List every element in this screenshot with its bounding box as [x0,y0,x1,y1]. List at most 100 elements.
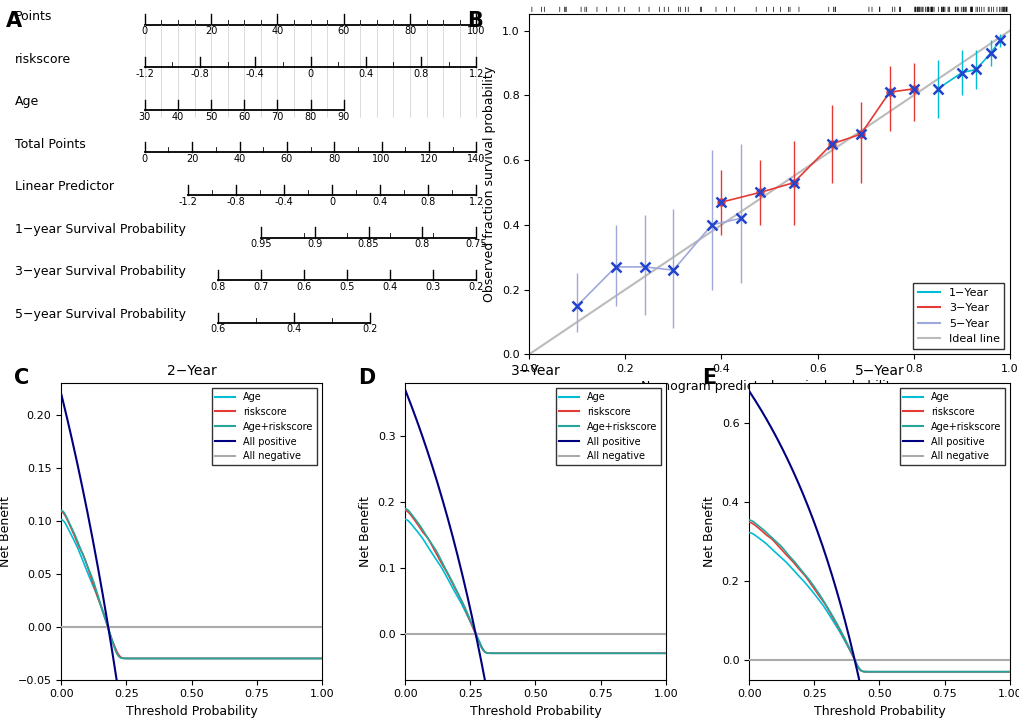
Age [399,515,412,524]
Text: 0: 0 [142,154,148,164]
Text: E: E [702,368,715,388]
Line: riskscore: riskscore [749,523,1009,672]
Text: 50: 50 [205,111,217,121]
riskscore [916,667,928,676]
Text: 0.3: 0.3 [425,282,440,292]
Text: 20: 20 [185,154,198,164]
Age [916,667,928,676]
Age+riskscore [229,654,242,663]
Age+riskscore [517,649,529,658]
Age [488,649,500,658]
riskscore [123,654,136,663]
riskscore [173,654,185,663]
riskscore [399,506,412,515]
Text: 140: 140 [467,154,485,164]
Age+riskscore [938,667,951,676]
All positive [743,387,755,395]
Age+riskscore [658,649,671,658]
riskscore [55,508,67,516]
All positive [916,715,928,723]
Legend: 1−Year, 3−Year, 5−Year, Ideal line: 1−Year, 3−Year, 5−Year, Ideal line [912,283,1004,348]
Text: 5−year Survival Probability: 5−year Survival Probability [15,308,185,321]
Age+riskscore [860,667,872,676]
Line: All positive: All positive [406,390,664,723]
All positive [55,390,67,399]
Text: Total Points: Total Points [15,137,86,150]
Text: 3−year Survival Probability: 3−year Survival Probability [15,265,185,278]
Text: Points: Points [15,10,52,23]
Line: riskscore: riskscore [406,510,664,654]
riskscore [896,667,908,676]
Line: Age: Age [749,533,1009,672]
Text: 0.75: 0.75 [465,239,487,249]
Text: 100: 100 [467,26,485,36]
Text: 0.2: 0.2 [468,282,484,292]
Text: D: D [358,368,375,388]
All positive [809,524,821,533]
Text: 60: 60 [280,154,292,164]
Age+riskscore [573,649,585,658]
X-axis label: Threshold Probability: Threshold Probability [125,705,257,718]
Text: -1.2: -1.2 [136,69,154,79]
Age [315,654,327,663]
Age+riskscore [173,654,185,663]
Text: 40: 40 [171,111,183,121]
Age [743,529,755,537]
riskscore [658,649,671,658]
Line: Age+riskscore: Age+riskscore [749,520,1009,672]
X-axis label: Threshold Probability: Threshold Probability [469,705,601,718]
Title: 3−Year: 3−Year [511,364,559,378]
Text: 0.4: 0.4 [372,197,387,207]
Text: 20: 20 [205,26,217,36]
Text: 40: 40 [271,26,283,36]
All positive [861,715,873,723]
Text: 0: 0 [142,26,148,36]
Age+riskscore [552,649,565,658]
All positive [896,715,908,723]
Age+riskscore [55,506,67,515]
All positive [938,715,951,723]
Line: Age+riskscore: Age+riskscore [406,509,664,654]
Text: 80: 80 [328,154,340,164]
Age [55,515,67,524]
Text: 100: 100 [372,154,390,164]
Title: 2−Year: 2−Year [166,364,216,378]
Y-axis label: Net Benefit: Net Benefit [0,496,12,567]
All positive [860,714,872,722]
riskscore [864,667,876,676]
riskscore [315,654,327,663]
Age+riskscore [1003,667,1015,676]
Age [101,623,113,631]
Text: Linear Predictor: Linear Predictor [15,180,114,193]
Text: 120: 120 [420,154,438,164]
Age [123,654,136,663]
Text: A: A [5,11,21,31]
riskscore [595,649,607,658]
Age+riskscore [315,654,327,663]
Text: 0.9: 0.9 [307,239,322,249]
riskscore [466,622,478,630]
Text: 0.8: 0.8 [415,239,430,249]
Text: Age: Age [15,95,39,108]
riskscore [445,577,458,586]
Text: 0.95: 0.95 [250,239,271,249]
Age [573,649,585,658]
Age [938,667,951,676]
riskscore [743,518,755,527]
Age [1003,667,1015,676]
Age [809,592,821,601]
riskscore [101,622,113,630]
Line: Age: Age [406,520,664,654]
Age [229,654,242,663]
Legend: Age, riskscore, Age+riskscore, All positive, All negative: Age, riskscore, Age+riskscore, All posit… [211,388,317,466]
Age+riskscore [809,586,821,594]
Text: 0.4: 0.4 [286,325,302,335]
Text: 0.8: 0.8 [420,197,435,207]
Age [445,581,458,590]
Y-axis label: Net Benefit: Net Benefit [702,496,715,567]
Age+riskscore [101,621,113,630]
Age [552,649,565,658]
Age+riskscore [466,620,478,629]
riskscore [789,560,801,569]
riskscore [252,654,264,663]
